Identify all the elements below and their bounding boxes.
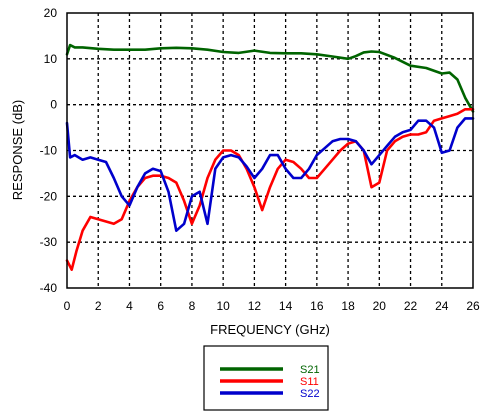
x-tick-label: 24 (435, 299, 449, 313)
grid (67, 13, 473, 288)
y-tick-label: -30 (40, 235, 58, 249)
y-tick-labels: -40 -30 -20 -10 0 10 20 (40, 6, 58, 295)
y-tick-label: 0 (50, 98, 57, 112)
y-tick-label: -10 (40, 144, 58, 158)
x-tick-labels: 0 2 4 6 8 10 12 14 16 18 20 22 24 26 (64, 299, 480, 313)
y-axis-title: RESPONSE (dB) (10, 100, 25, 200)
x-tick-label: 0 (64, 299, 71, 313)
legend-label-s11: S11 (300, 376, 319, 388)
series-line-s21 (65, 43, 475, 113)
x-tick-label: 6 (157, 299, 164, 313)
x-tick-label: 14 (279, 299, 293, 313)
plot-frame (66, 12, 474, 289)
y-tick-label: 20 (44, 6, 58, 20)
y-tick-label: -20 (40, 189, 58, 203)
x-tick-label: 16 (310, 299, 324, 313)
y-tick-label: -40 (40, 281, 58, 295)
x-tick-label: 20 (373, 299, 387, 313)
series-line-s22 (65, 117, 475, 232)
x-axis-title: FREQUENCY (GHz) (210, 322, 330, 337)
y-tick-label: 10 (44, 52, 58, 66)
x-tick-label: 22 (404, 299, 418, 313)
x-tick-label: 18 (341, 299, 355, 313)
x-tick-label: 8 (189, 299, 196, 313)
x-tick-label: 26 (466, 299, 480, 313)
x-tick-label: 12 (248, 299, 262, 313)
x-tick-label: 4 (126, 299, 133, 313)
legend-label-s22: S22 (300, 388, 320, 400)
x-tick-label: 10 (216, 299, 230, 313)
legend-box (203, 345, 329, 411)
series-layer (65, 43, 475, 271)
x-tick-label: 2 (95, 299, 102, 313)
legend-label-s21: S21 (300, 364, 320, 376)
